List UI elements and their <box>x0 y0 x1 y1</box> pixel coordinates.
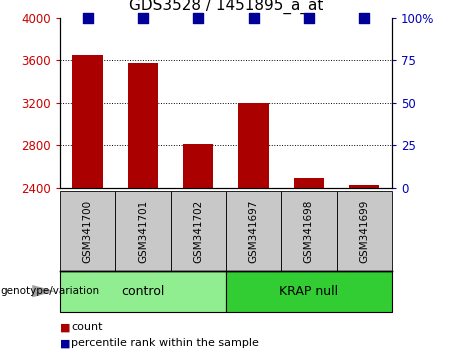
Bar <box>128 63 158 188</box>
Text: GSM341698: GSM341698 <box>304 199 314 263</box>
Bar <box>183 144 213 188</box>
Bar <box>72 55 103 188</box>
Text: KRAP null: KRAP null <box>279 285 338 298</box>
Point <box>84 15 91 21</box>
Text: count: count <box>71 322 103 332</box>
Text: GSM341697: GSM341697 <box>248 199 259 263</box>
Text: percentile rank within the sample: percentile rank within the sample <box>71 338 260 348</box>
Text: GSM341702: GSM341702 <box>193 199 203 263</box>
Text: ■: ■ <box>60 322 71 332</box>
Text: GSM341700: GSM341700 <box>83 199 93 263</box>
Point <box>195 15 202 21</box>
Title: GDS3528 / 1451895_a_at: GDS3528 / 1451895_a_at <box>129 0 323 13</box>
Text: control: control <box>121 285 165 298</box>
Point <box>139 15 147 21</box>
Point <box>305 15 313 21</box>
Polygon shape <box>32 285 55 297</box>
Text: GSM341699: GSM341699 <box>359 199 369 263</box>
Point <box>250 15 257 21</box>
Point <box>361 15 368 21</box>
Bar <box>349 185 379 188</box>
Text: genotype/variation: genotype/variation <box>0 286 99 296</box>
Bar <box>238 103 269 188</box>
Text: ■: ■ <box>60 338 71 348</box>
Bar <box>294 178 324 188</box>
Text: GSM341701: GSM341701 <box>138 199 148 263</box>
